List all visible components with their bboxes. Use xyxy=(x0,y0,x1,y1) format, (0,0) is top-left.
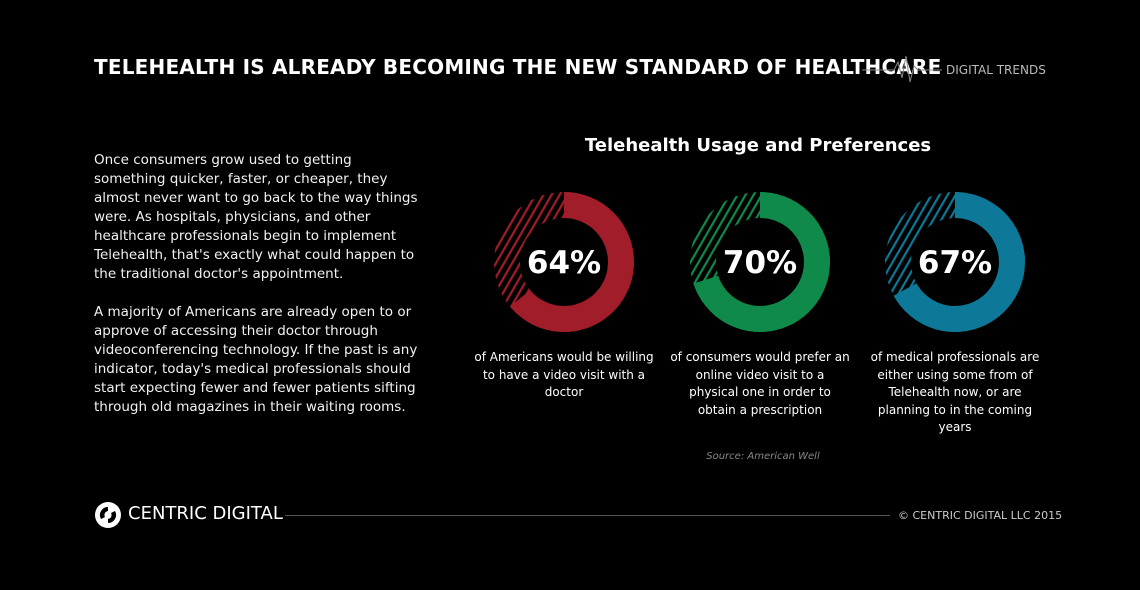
value-label: 64% xyxy=(527,245,601,281)
donut-caption: of consumers would prefer an online vide… xyxy=(670,350,850,417)
footer-rule xyxy=(285,515,890,516)
brand-logo xyxy=(95,502,121,528)
donut-caption: of Americans would be willing to have a … xyxy=(474,350,654,399)
source-note: Source: American Well xyxy=(706,451,820,462)
paragraph: A majority of Americans are already open… xyxy=(94,304,418,415)
paragraph: Once consumers grow used to getting some… xyxy=(94,152,418,282)
page-title: TELEHEALTH IS ALREADY BECOMING THE NEW S… xyxy=(94,55,942,79)
copyright: © CENTRIC DIGITAL LLC 2015 xyxy=(898,509,1063,522)
donut-segment xyxy=(510,192,634,332)
value-label: 67% xyxy=(918,245,992,281)
section-tag: DIGITAL TRENDS xyxy=(946,63,1046,77)
donut-caption: of medical professionals are either usin… xyxy=(870,350,1040,434)
value-label: 70% xyxy=(723,245,797,281)
body-text: Once consumers grow used to getting some… xyxy=(94,151,424,436)
donut-segment xyxy=(893,192,1025,333)
heartbeat-icon xyxy=(862,55,942,83)
donut-segment xyxy=(693,192,830,332)
chart-title: Telehealth Usage and Preferences xyxy=(584,135,932,156)
brand-name: CENTRIC DIGITAL xyxy=(128,503,283,524)
